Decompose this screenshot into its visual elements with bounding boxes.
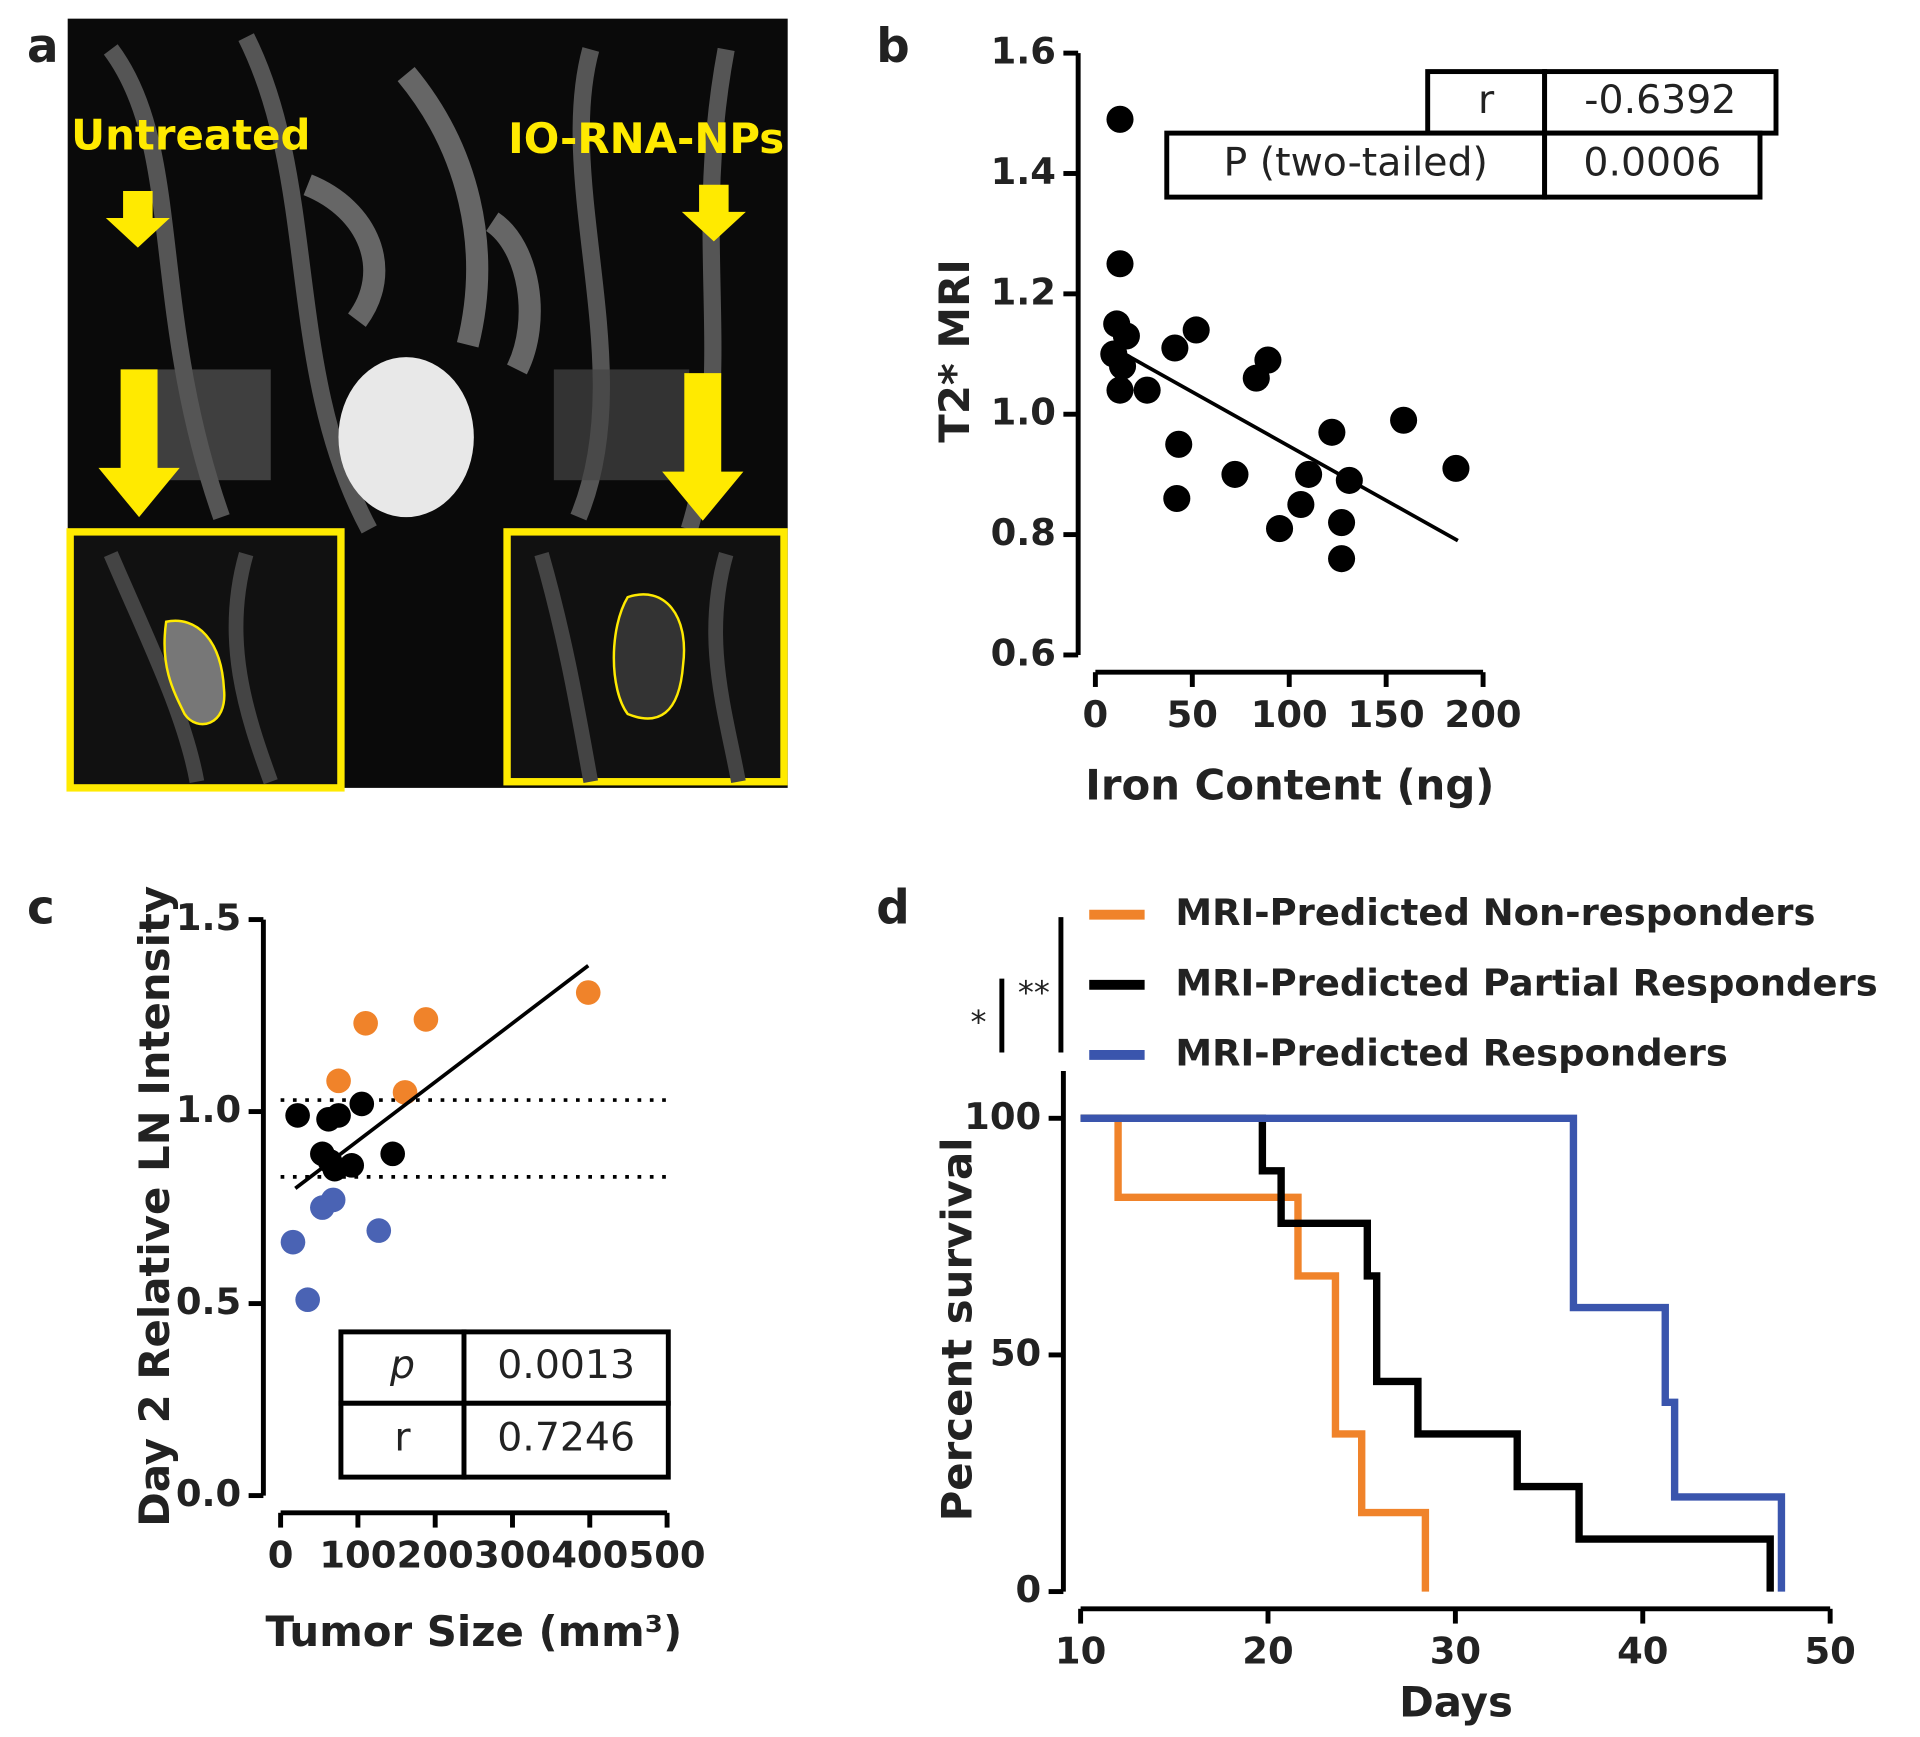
x-tick-label: 0 [1083, 693, 1109, 736]
table-text: -0.6392 [1584, 77, 1736, 123]
x-tick-label: 20 [1242, 1630, 1293, 1673]
point [1328, 545, 1356, 573]
y-tick-label: 0.8 [991, 511, 1056, 554]
point [413, 1007, 439, 1032]
table-cell [461, 1329, 671, 1406]
table-text: p [389, 1342, 415, 1388]
table-cell [1542, 130, 1763, 200]
x-tick-label: 500 [629, 1534, 706, 1577]
point [295, 1287, 320, 1313]
legend-label: MRI-Predicted Non-responders [1175, 891, 1815, 934]
panel-label: d [876, 881, 909, 935]
point [349, 1091, 375, 1117]
point [1318, 418, 1346, 446]
table-text: 0.7246 [497, 1415, 635, 1461]
y-tick-label: 1.5 [176, 896, 241, 939]
point [1266, 515, 1294, 543]
panel-label: a [27, 20, 59, 74]
fit-line [294, 964, 590, 1190]
point [326, 1068, 351, 1094]
y-tick-label: 1.0 [991, 391, 1056, 434]
point [339, 1153, 365, 1178]
y-tick-label: 1.0 [176, 1088, 241, 1131]
significance-label: * [970, 1003, 986, 1041]
x-axis-title: Tumor Size (mm³) [266, 1607, 683, 1656]
point [1106, 250, 1134, 278]
panel-label: b [876, 20, 909, 74]
point [366, 1218, 392, 1243]
point [1106, 105, 1134, 133]
x-tick-label: 0 [268, 1534, 294, 1577]
significance-label: ** [1018, 974, 1050, 1012]
y-tick-label: 0.0 [176, 1472, 241, 1515]
y-tick-label: 1.2 [991, 270, 1056, 313]
x-tick-label: 100 [1251, 693, 1328, 736]
x-tick-label: 200 [397, 1534, 474, 1577]
x-tick-label: 200 [1445, 693, 1522, 736]
point [1161, 334, 1189, 362]
annotation: IO-RNA-NPs [508, 114, 784, 163]
legend-label: MRI-Predicted Responders [1175, 1031, 1727, 1074]
legend-label: MRI-Predicted Partial Responders [1175, 961, 1877, 1004]
table-cell [1164, 130, 1548, 200]
point [1108, 352, 1137, 380]
point [1295, 460, 1323, 488]
x-tick-label: 100 [319, 1534, 396, 1577]
table-text: r [1478, 77, 1495, 123]
annotation: Untreated [71, 111, 310, 160]
x-tick-label: 30 [1430, 1630, 1481, 1673]
table-text: 0.0013 [497, 1342, 635, 1388]
x-axis-title: Iron Content (ng) [1085, 760, 1494, 809]
y-tick-label: 50 [990, 1331, 1041, 1374]
point [1390, 406, 1418, 434]
y-tick-label: 1.6 [991, 30, 1056, 73]
point [353, 1010, 378, 1036]
survival-curve [1080, 1114, 1786, 1592]
y-tick-label: 0.6 [991, 631, 1056, 674]
point [280, 1229, 306, 1255]
y-axis-title: Day 2 Relative LN Intensity [130, 886, 179, 1527]
y-axis-title: Percent survival [933, 1137, 982, 1521]
x-tick-label: 40 [1617, 1630, 1668, 1673]
x-tick-label: 400 [551, 1534, 628, 1577]
table-text: 0.0006 [1583, 140, 1721, 186]
table-text: P (two-tailed) [1224, 140, 1488, 186]
point [285, 1103, 310, 1128]
y-axis-title: T2* MRI [930, 259, 979, 442]
y-tick-label: 1.4 [991, 150, 1056, 193]
point [1254, 346, 1282, 374]
point [1133, 376, 1161, 404]
point [1163, 484, 1191, 513]
table-text: r [394, 1415, 411, 1461]
y-tick-label: 0 [1016, 1568, 1042, 1611]
point [392, 1080, 418, 1105]
x-tick-label: 50 [1167, 693, 1218, 736]
table-cell [1542, 69, 1779, 136]
x-tick-label: 150 [1348, 693, 1425, 736]
point [1106, 376, 1134, 404]
point [320, 1187, 346, 1213]
survival-curve [1080, 1114, 1774, 1592]
point [326, 1103, 351, 1128]
point [1221, 460, 1249, 488]
fit-line [1112, 346, 1459, 543]
point [1328, 509, 1356, 537]
point [575, 980, 601, 1005]
panel-label: c [27, 881, 55, 935]
survival-curve [1080, 1114, 1430, 1592]
point [1287, 490, 1315, 519]
table-cell [461, 1400, 671, 1480]
y-tick-label: 0.5 [176, 1280, 241, 1323]
y-tick-label: 100 [964, 1095, 1041, 1138]
point [1442, 454, 1470, 482]
point [1165, 430, 1193, 458]
x-axis-title: Days [1399, 1677, 1513, 1726]
point [1182, 316, 1210, 344]
mri-image: Untreated IO-RNA-NPs [66, 18, 788, 792]
point [380, 1141, 405, 1167]
x-tick-label: 10 [1055, 1630, 1106, 1673]
x-tick-label: 50 [1804, 1630, 1855, 1673]
x-tick-label: 300 [474, 1534, 551, 1577]
